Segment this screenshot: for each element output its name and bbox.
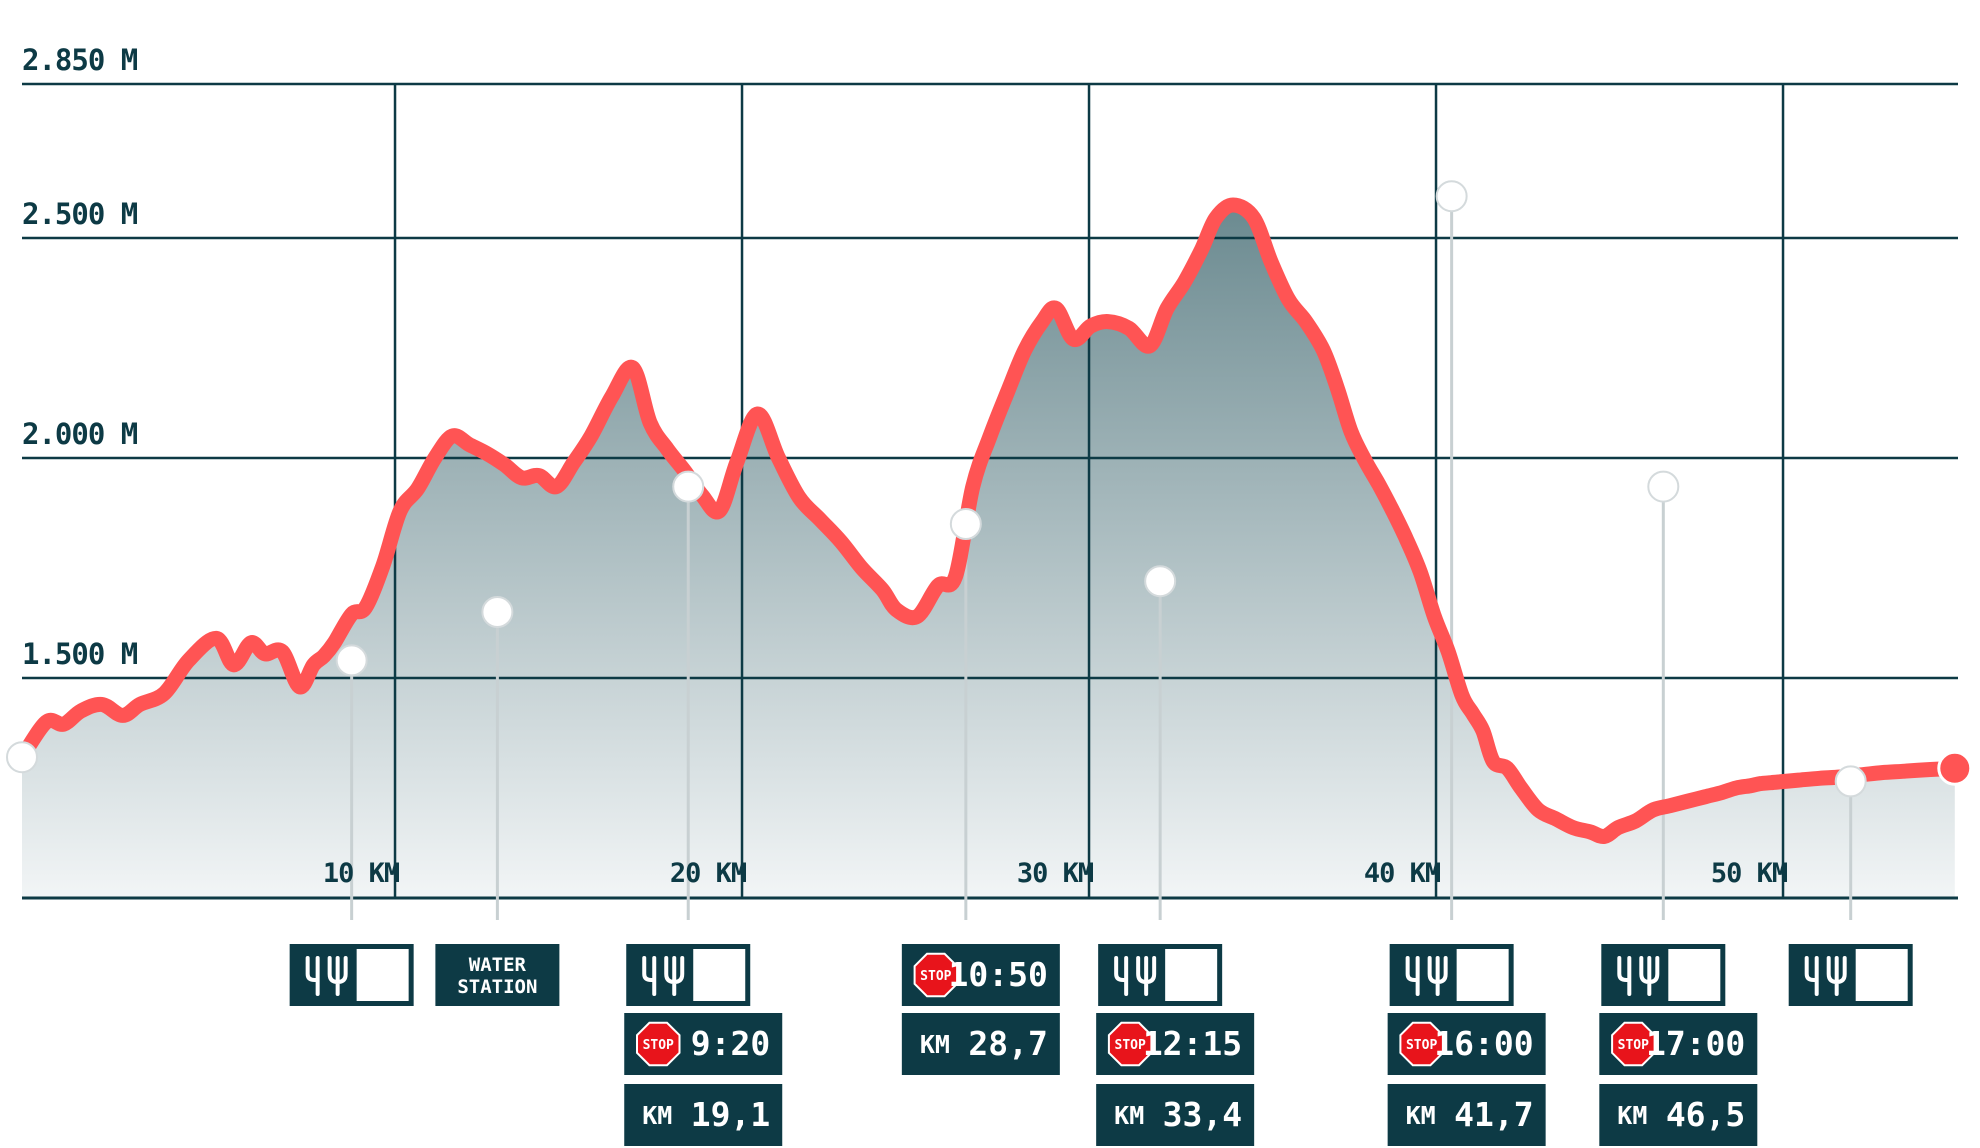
cutoff-time: 10:50	[948, 955, 1047, 994]
water-station-box	[435, 944, 560, 1006]
km-value: 41,7	[1454, 1095, 1533, 1134]
station-info-group: STOP 9:20 KM 19,1	[624, 944, 783, 1146]
knife-stroke	[642, 956, 657, 996]
stop-sign-label: STOP	[1618, 1038, 1649, 1053]
fork-knife-icon	[305, 956, 348, 996]
km-label: KM	[920, 1030, 950, 1059]
station-marker-layer	[6, 180, 1973, 798]
food-box-empty-slot	[693, 949, 746, 1001]
fork-stroke	[1639, 956, 1660, 996]
fork-stroke	[1826, 956, 1847, 996]
station-marker	[1144, 565, 1177, 598]
stop-sign-icon	[1399, 1021, 1444, 1067]
grid-layer	[22, 82, 1958, 900]
fork-stroke	[664, 956, 685, 996]
km-value: 33,4	[1163, 1095, 1242, 1134]
cutoff-time: 12:15	[1143, 1024, 1242, 1063]
x-tick-label: 30 KM	[1017, 858, 1094, 889]
elevation-area	[22, 205, 1955, 898]
stop-sign-icon	[636, 1021, 681, 1067]
knife-stroke	[1405, 956, 1420, 996]
fork-knife-icon	[642, 956, 685, 996]
x-tick-label: 40 KM	[1364, 858, 1441, 889]
station-marker	[481, 596, 514, 628]
water-station-label: WATER	[469, 954, 527, 976]
km-value: 46,5	[1666, 1095, 1745, 1134]
station-info-group	[289, 944, 414, 1006]
y-tick-label: 2.850 M	[22, 43, 138, 77]
km-box	[901, 1013, 1060, 1075]
km-label: KM	[1617, 1101, 1647, 1130]
fork-stroke	[327, 956, 348, 996]
km-box	[624, 1084, 783, 1146]
fork-knife-icon	[1405, 956, 1448, 996]
food-box-empty-slot	[1855, 949, 1908, 1001]
finish-marker	[1937, 750, 1973, 786]
km-box	[1096, 1084, 1255, 1146]
elevation-line-layer	[14, 196, 1963, 920]
km-label: KM	[1114, 1101, 1144, 1130]
fork-knife-icon	[1617, 956, 1660, 996]
km-value: 19,1	[691, 1095, 770, 1134]
fork-knife-icon	[1804, 956, 1847, 996]
station-marker	[1834, 765, 1867, 798]
station-marker	[1435, 180, 1468, 213]
station-info-group	[1788, 944, 1913, 1006]
station-marker	[672, 470, 705, 503]
stop-sign-icon	[1107, 1021, 1153, 1067]
y-tick-label: 2.500 M	[22, 197, 138, 231]
km-label: KM	[642, 1101, 672, 1130]
station-marker	[1647, 470, 1680, 503]
food-box-empty-slot	[1668, 949, 1721, 1001]
axis-label-layer: 2.850 M 2.500 M 2.000 M 1.500 M 10 KM 20 KM 30…	[22, 43, 1789, 889]
km-box	[1387, 1084, 1546, 1146]
station-marker	[335, 644, 368, 677]
km-box	[1599, 1084, 1758, 1146]
station-marker	[6, 741, 38, 774]
knife-stroke	[305, 956, 320, 996]
food-box-empty-slot	[356, 949, 409, 1001]
food-box-empty-slot	[1456, 949, 1509, 1001]
elevation-line	[14, 197, 1963, 844]
knife-stroke	[1617, 956, 1632, 996]
y-tick-label: 2.000 M	[22, 417, 138, 451]
water-station-label: STATION	[457, 976, 537, 998]
stop-sign-label: STOP	[1115, 1038, 1146, 1053]
knife-stroke	[1114, 956, 1129, 996]
x-tick-label: 10 KM	[323, 858, 400, 889]
stop-sign-label: STOP	[1406, 1038, 1437, 1053]
food-box-empty-slot	[1165, 949, 1218, 1001]
cutoff-time: 17:00	[1646, 1024, 1745, 1063]
stop-sign-icon	[913, 952, 959, 998]
x-tick-label: 20 KM	[670, 858, 747, 889]
stop-sign-label: STOP	[643, 1038, 674, 1053]
y-tick-label: 1.500 M	[22, 637, 138, 671]
knife-stroke	[1804, 956, 1819, 996]
fork-knife-icon	[1114, 956, 1157, 996]
stop-sign-label: STOP	[920, 969, 951, 984]
km-label: KM	[1406, 1101, 1436, 1130]
cutoff-time: 16:00	[1434, 1024, 1533, 1063]
fork-stroke	[1136, 956, 1157, 996]
elevation-area-layer	[22, 205, 1955, 898]
fork-stroke	[1427, 956, 1448, 996]
cutoff-time: 9:20	[691, 1024, 770, 1063]
station-marker	[949, 508, 982, 540]
x-tick-label: 50 KM	[1711, 858, 1788, 889]
km-value: 28,7	[968, 1024, 1047, 1063]
stop-sign-icon	[1611, 1021, 1656, 1067]
